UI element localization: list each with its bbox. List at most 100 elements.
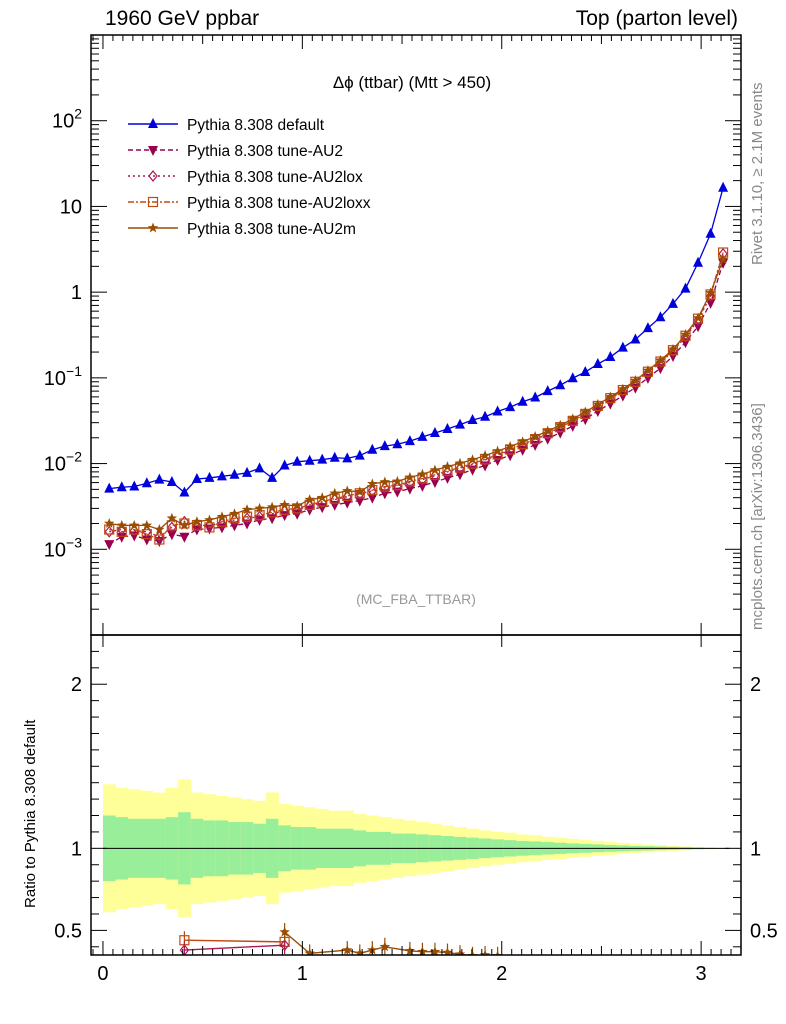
data-point-au2m (392, 475, 403, 486)
y-tick-label: 10 (60, 196, 82, 218)
data-point-default (104, 482, 115, 493)
legend-marker-au2lox (148, 170, 158, 182)
data-point-au2m (404, 471, 416, 482)
data-point-default (567, 372, 578, 383)
ratio-point-au2lox (279, 939, 290, 952)
data-point-default (517, 395, 528, 406)
data-point-default (292, 455, 303, 466)
ratio-y-tick-label-right: 1 (750, 838, 761, 860)
data-point-default (254, 462, 265, 473)
data-point-au2m (492, 445, 503, 456)
data-point-au2m (229, 508, 240, 519)
data-point-au2lox (618, 385, 628, 398)
data-point-au2m (642, 364, 654, 375)
data-point-default (718, 181, 729, 192)
data-point-au2m (617, 383, 629, 394)
data-point-au2 (404, 484, 415, 495)
x-tick-label: 0 (97, 963, 108, 985)
data-point-au2m (304, 494, 315, 505)
data-point-au2loxx (141, 529, 152, 540)
data-point-au2 (505, 451, 516, 462)
data-point-default (242, 466, 253, 477)
ratio-line-au2loxx (184, 939, 285, 943)
x-tick-label: 2 (496, 963, 507, 985)
data-point-default (417, 430, 428, 441)
data-point-default (367, 443, 378, 454)
data-point-au2m (705, 287, 716, 298)
data-point-default (267, 471, 278, 482)
data-point-default (129, 480, 140, 491)
data-point-au2m (254, 502, 265, 513)
ratio-point-au2m (342, 944, 353, 955)
data-point-default (680, 282, 691, 293)
data-point-au2m (692, 312, 704, 323)
data-point-default (492, 405, 503, 416)
data-point-au2m (129, 519, 140, 530)
data-point-au2m (166, 512, 178, 523)
ratio-y-tick-label-left: 0.5 (54, 920, 82, 942)
ratio-y-tick-label-right: 0.5 (750, 920, 778, 942)
data-point-au2lox (630, 376, 641, 389)
data-point-au2 (342, 498, 353, 509)
main-series-marks (103, 181, 729, 551)
ratio-point-au2m (379, 941, 391, 952)
legend-marker-default (148, 118, 158, 128)
data-point-default (229, 468, 240, 479)
ratio-line-au2m (284, 931, 496, 955)
data-point-default (555, 379, 566, 390)
legend-marker-au2loxx (147, 196, 159, 208)
data-point-au2m (379, 476, 391, 487)
ratio-point-au2m (442, 947, 453, 955)
header-right-label: Top (parton level) (575, 7, 738, 30)
legend-label-au2lox: Pythia 8.308 tune-AU2lox (187, 169, 363, 186)
data-point-default (442, 423, 453, 434)
data-point-au2m (154, 524, 165, 534)
data-point-default (605, 351, 616, 362)
data-point-au2 (141, 535, 152, 546)
data-point-au2lox (643, 366, 653, 379)
ratio-y-tick-label-left: 1 (71, 838, 82, 860)
data-point-au2m (555, 419, 566, 430)
data-point-au2m (479, 450, 491, 461)
data-point-au2m (103, 517, 115, 528)
legend-label-au2m: Pythia 8.308 tune-AU2m (187, 221, 356, 238)
data-point-au2m (116, 519, 127, 530)
data-point-au2lox (292, 503, 302, 516)
data-point-au2m (442, 461, 453, 472)
data-point-au2m (680, 329, 691, 340)
ratio-line-au2lox (184, 944, 285, 951)
legend-label-default: Pythia 8.308 default (187, 117, 325, 134)
data-point-au2 (718, 258, 729, 269)
data-point-default (429, 427, 440, 438)
data-point-au2 (442, 473, 453, 484)
series-line-au2 (108, 262, 724, 545)
ratio-point-au2m (404, 945, 416, 955)
data-point-au2 (104, 540, 115, 551)
data-point-au2 (354, 496, 365, 507)
data-point-default (642, 322, 653, 333)
ratio-uncertainty-band (102, 779, 730, 918)
data-point-au2m (291, 500, 303, 511)
series-line-au2loxx (109, 252, 724, 541)
legend-label-au2: Pythia 8.308 tune-AU2 (187, 143, 343, 160)
data-point-au2 (467, 465, 478, 476)
data-point-au2m (605, 391, 616, 402)
header-left-label: 1960 GeV ppbar (105, 7, 260, 30)
data-point-au2m (279, 499, 290, 510)
ratio-point-au2lox (179, 944, 190, 955)
ratio-y-axis-label: Ratio to Pythia 8.308 default (22, 719, 39, 908)
data-point-default (342, 452, 353, 463)
data-point-au2lox (655, 356, 666, 369)
data-point-au2m (717, 254, 729, 264)
data-point-au2m (517, 436, 528, 447)
data-point-default (304, 454, 315, 465)
data-point-au2 (166, 530, 177, 541)
data-point-au2m (655, 354, 666, 365)
data-point-au2m (504, 441, 516, 451)
y-tick-label: 1 (71, 282, 82, 304)
data-point-default (404, 435, 415, 446)
data-point-au2m (191, 516, 203, 527)
tick-labels: 10−3 10−2 10−1 1 10 102 0.5 0.5 1 1 2 2 0 1 2 3 (44, 106, 778, 985)
data-point-default (166, 475, 177, 486)
chart-title: Δϕ (ttbar) (Mtt > 450) (333, 73, 491, 92)
